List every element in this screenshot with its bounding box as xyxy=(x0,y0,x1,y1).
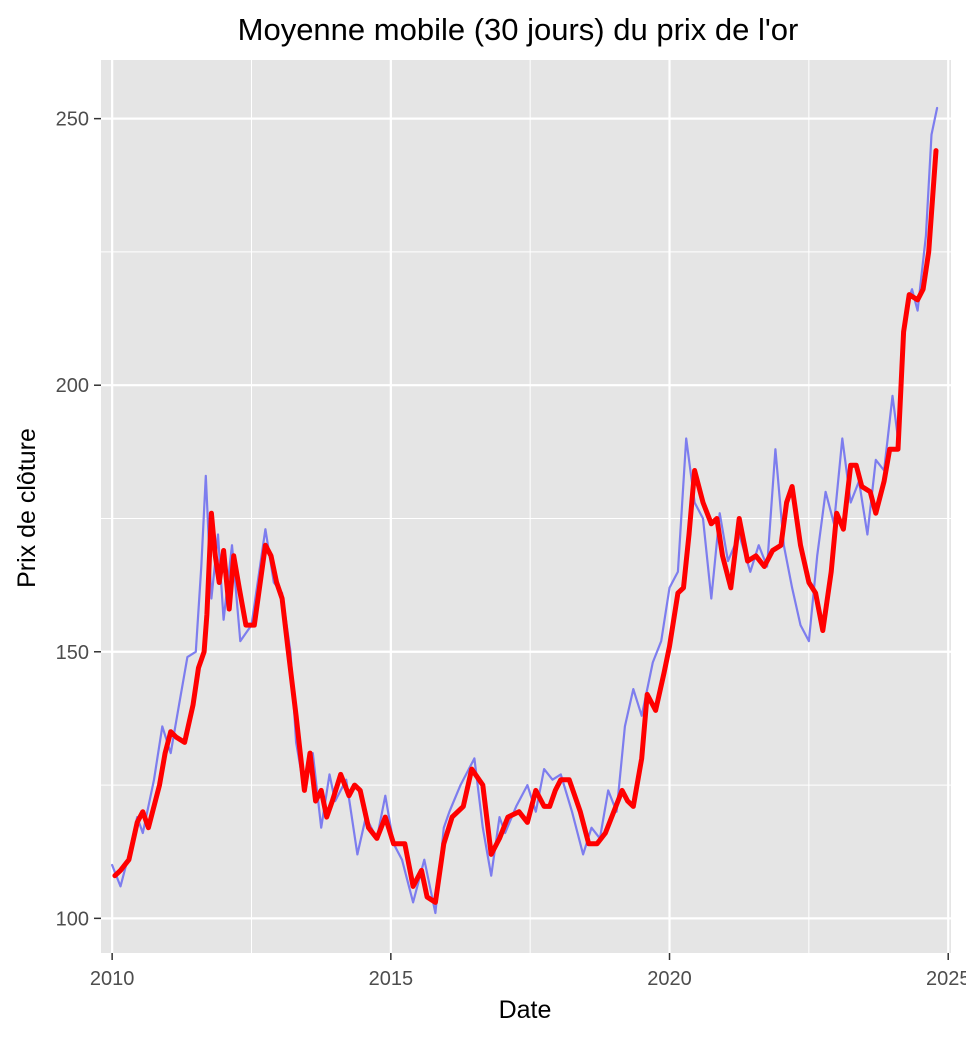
moving-average-line xyxy=(112,148,939,905)
x-tick-label: 2020 xyxy=(647,968,692,990)
minor-gridlines xyxy=(101,60,951,953)
series-layer xyxy=(111,106,939,915)
y-axis-title: Prix de clôture xyxy=(13,428,41,588)
major-gridlines xyxy=(101,60,951,953)
x-axis-title: Date xyxy=(499,996,552,1024)
x-tick-label: 2015 xyxy=(369,968,414,990)
y-tick-label: 250 xyxy=(56,109,89,131)
y-tick-label: 150 xyxy=(56,642,89,664)
x-tick-label: 2010 xyxy=(90,968,135,990)
axis-ticks: 2010 2015 2020 2025 100 150 200 250 xyxy=(56,109,966,990)
y-tick-label: 100 xyxy=(56,908,89,930)
x-tick-label: 2025 xyxy=(926,968,966,990)
chart-title: Moyenne mobile (30 jours) du prix de l'o… xyxy=(238,12,799,47)
y-tick-label: 200 xyxy=(56,375,89,397)
